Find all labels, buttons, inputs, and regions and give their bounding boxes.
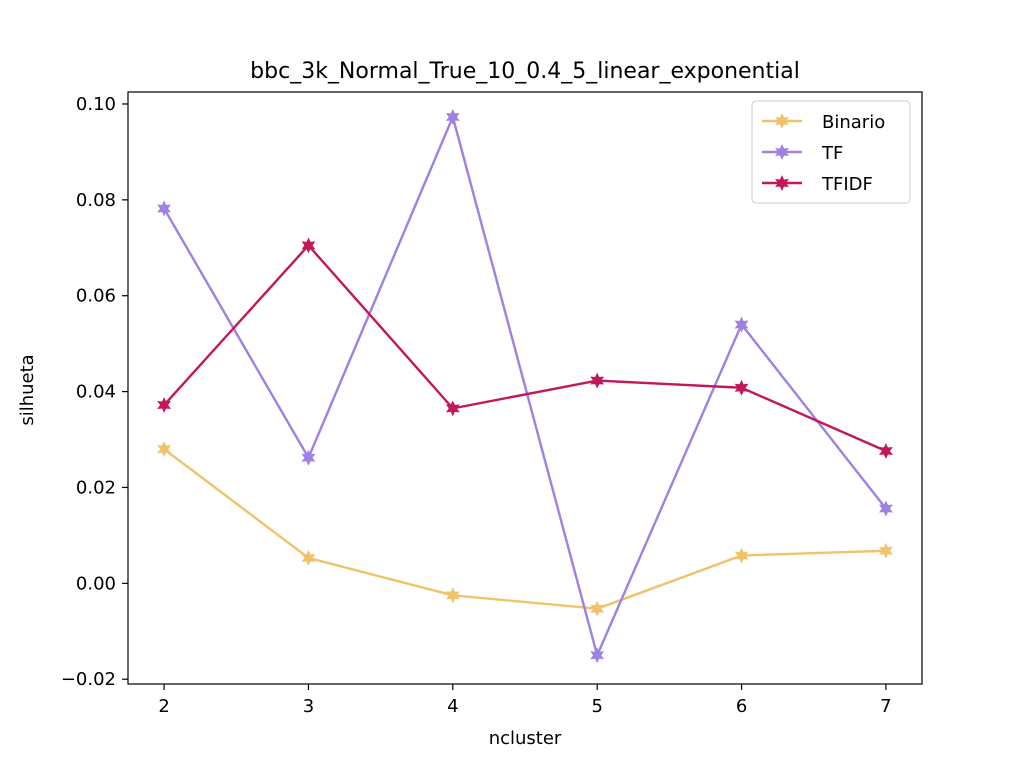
- y-tick-label: 0.06: [76, 286, 116, 307]
- plot-frame: [127, 91, 923, 685]
- series-line-tf: [163, 115, 887, 657]
- legend-marker-tfidf: [775, 175, 789, 191]
- data-point-tfidf: [445, 400, 460, 417]
- data-point-tfidf: [590, 372, 605, 389]
- data-point-binario: [734, 547, 749, 564]
- data-point-tf: [734, 316, 749, 333]
- y-tick-label: −0.02: [61, 669, 116, 690]
- data-point-tf: [301, 449, 316, 466]
- x-tick-label: 2: [158, 696, 169, 717]
- data-point-binario: [590, 600, 605, 617]
- x-tick-label: 4: [447, 696, 458, 717]
- y-tick-label: 0.00: [76, 573, 116, 594]
- series-group: [157, 108, 893, 664]
- y-axis: −0.02 0.00 0.02 0.04 0.06 0.08 0.10: [61, 94, 128, 690]
- y-tick-label: 0.02: [76, 477, 116, 498]
- y-tick-label: 0.08: [76, 190, 116, 211]
- legend-label-tfidf: TFIDF: [821, 174, 873, 195]
- legend-label-binario: Binario: [822, 112, 885, 133]
- y-tick-label: 0.10: [76, 94, 116, 115]
- y-tick-label: 0.04: [76, 382, 116, 403]
- data-point-binario: [879, 542, 893, 559]
- legend: Binario TF TFIDF: [751, 100, 911, 204]
- chart-title: bbc_3k_Normal_True_10_0.4_5_linear_expon…: [250, 59, 800, 84]
- x-tick-label: 5: [591, 696, 602, 717]
- x-axis-label: ncluster: [489, 728, 562, 749]
- data-point-tf: [590, 647, 605, 664]
- data-point-tf: [157, 200, 171, 217]
- data-point-tfidf: [301, 237, 316, 254]
- legend-box: [751, 100, 911, 204]
- y-axis-label: silhueta: [17, 354, 38, 425]
- series-line-binario: [163, 448, 886, 610]
- data-point-binario: [301, 549, 316, 566]
- data-point-tfidf: [734, 379, 749, 396]
- legend-marker-tf: [775, 144, 789, 160]
- x-axis: 2 3 4 5 6 7: [158, 684, 892, 717]
- data-point-tf: [445, 108, 460, 125]
- legend-marker-binario: [775, 113, 789, 129]
- data-point-tfidf: [157, 397, 171, 413]
- data-point-binario: [157, 441, 171, 458]
- data-point-binario: [445, 587, 460, 604]
- legend-label-tf: TF: [821, 143, 843, 164]
- data-point-tfidf: [879, 443, 893, 459]
- x-tick-label: 7: [880, 696, 891, 717]
- x-tick-label: 3: [303, 696, 314, 717]
- data-point-tf: [879, 500, 893, 517]
- x-tick-label: 6: [736, 696, 747, 717]
- series-line-tfidf: [163, 244, 887, 453]
